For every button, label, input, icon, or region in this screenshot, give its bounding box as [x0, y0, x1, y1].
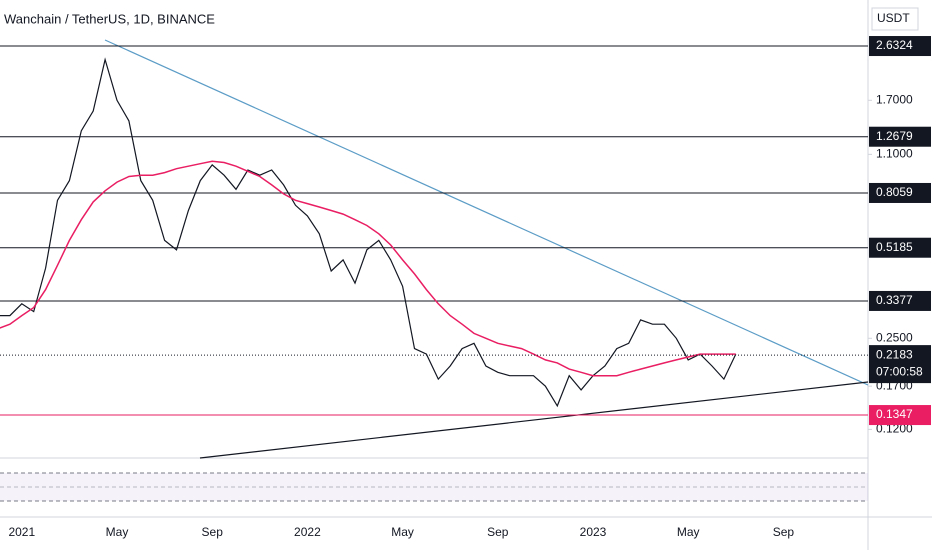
x-tick-label: 2022	[294, 525, 321, 539]
y-tick-label: 1.7000	[876, 92, 913, 106]
last-price-label: 0.2183	[876, 347, 913, 361]
level-box	[869, 290, 931, 311]
price-line	[0, 57, 737, 408]
level-label: 0.1347	[876, 407, 913, 421]
level-label: 0.8059	[876, 185, 913, 199]
moving-average	[0, 160, 736, 377]
currency-label[interactable]: USDT	[877, 11, 910, 25]
chart-title: Wanchain / TetherUS, 1D, BINANCE	[4, 11, 215, 26]
level-box	[869, 126, 931, 147]
x-tick-label: Sep	[202, 525, 224, 539]
currency-box[interactable]	[871, 7, 919, 31]
last-price-box	[869, 345, 931, 384]
y-tick-label: 0.2500	[876, 330, 913, 344]
x-tick-label: Sep	[773, 525, 795, 539]
level-label: 0.5185	[876, 240, 913, 254]
x-tick-label: May	[391, 525, 414, 539]
level-box	[869, 182, 931, 203]
level-box	[869, 36, 931, 57]
level-box	[869, 237, 931, 258]
x-tick-label: Sep	[487, 525, 509, 539]
x-tick-label: May	[677, 525, 700, 539]
level-label: 1.2679	[876, 129, 913, 143]
x-tick-label: 2021	[8, 525, 35, 539]
countdown-label: 07:00:58	[876, 364, 923, 378]
y-tick-label: 1.1000	[876, 147, 913, 161]
level-label: 2.6324	[876, 38, 913, 52]
y-tick-label: 0.1200	[876, 422, 913, 436]
ascending-trendline	[199, 381, 869, 459]
level-box	[869, 405, 931, 426]
level-label: 0.3377	[876, 293, 913, 307]
x-tick-label: 2023	[580, 525, 607, 539]
x-tick-label: May	[106, 525, 129, 539]
descending-trendline	[104, 39, 869, 386]
